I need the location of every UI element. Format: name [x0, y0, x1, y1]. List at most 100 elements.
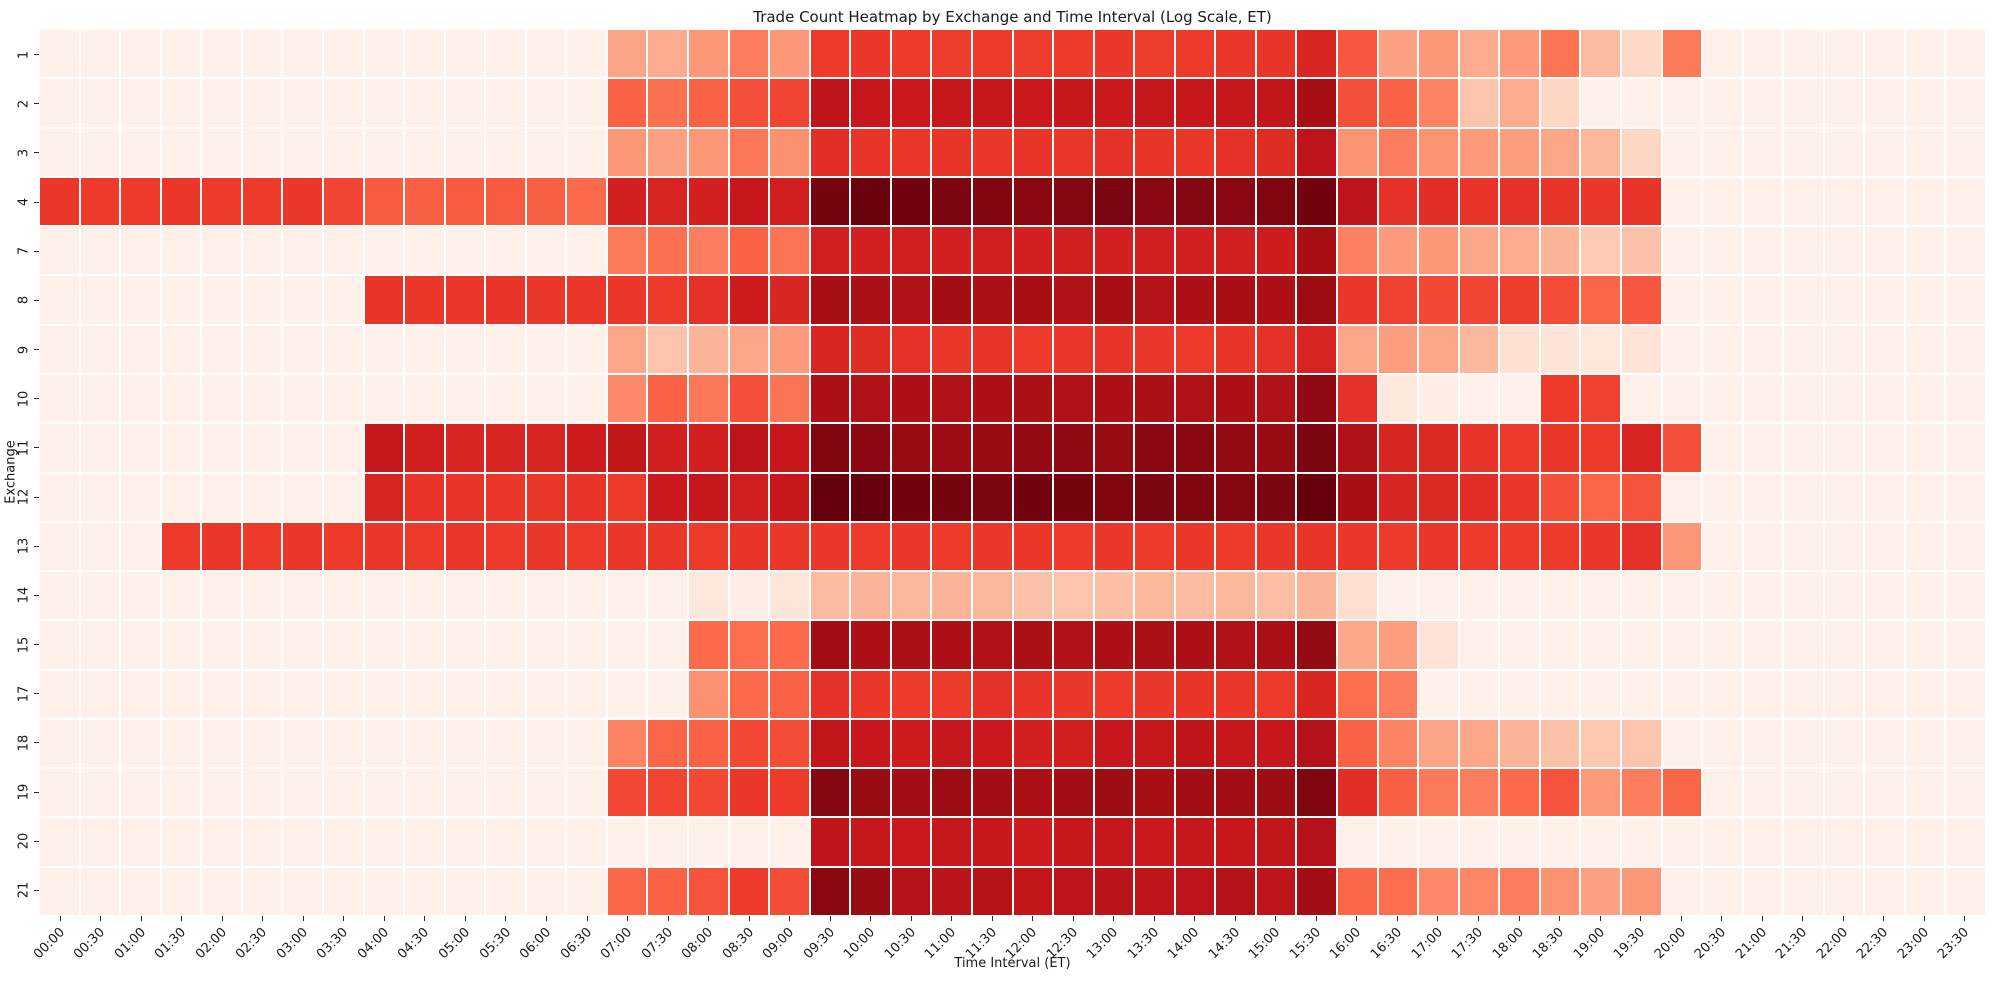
heatmap-cell — [1419, 473, 1458, 521]
heatmap-cell — [1175, 473, 1215, 521]
heatmap-cell — [40, 227, 79, 275]
heatmap-cell — [40, 818, 79, 866]
heatmap-cell — [40, 276, 79, 324]
heatmap-cell — [810, 79, 850, 127]
heatmap-cell — [1175, 572, 1215, 620]
heatmap-cell — [891, 227, 931, 275]
heatmap-cell — [1784, 177, 1823, 226]
heatmap-cell — [932, 572, 971, 620]
heatmap-cell — [1135, 522, 1174, 571]
y-tick-label: 1 — [16, 50, 32, 59]
heatmap-cell — [445, 374, 485, 423]
heatmap-cell — [1824, 325, 1864, 373]
heatmap-cell — [1378, 522, 1418, 571]
heatmap-cell — [770, 769, 809, 817]
heatmap-cell — [932, 325, 971, 373]
heatmap-cell — [323, 30, 363, 78]
heatmap-cell — [770, 177, 809, 226]
heatmap-cell — [1784, 325, 1823, 373]
heatmap-cell — [283, 79, 322, 127]
heatmap-cell — [1256, 128, 1296, 176]
heatmap-cell — [445, 572, 485, 620]
chart-title: Trade Count Heatmap by Exchange and Time… — [753, 8, 1272, 26]
heatmap-cell — [1703, 177, 1742, 226]
heatmap-cell — [283, 227, 322, 275]
heatmap-cell — [1094, 374, 1134, 423]
heatmap-cell — [202, 769, 241, 817]
heatmap-cell — [242, 867, 282, 915]
heatmap-cell — [1743, 30, 1783, 78]
heatmap-cell — [364, 572, 404, 620]
x-tick-mark — [789, 916, 791, 921]
heatmap-cell — [1054, 276, 1093, 324]
heatmap-cell — [1784, 621, 1823, 669]
x-tick-mark — [1802, 916, 1804, 921]
heatmap-cell — [1094, 670, 1134, 718]
heatmap-cell — [364, 719, 404, 768]
heatmap-cell — [1824, 867, 1864, 915]
heatmap-cell — [891, 572, 931, 620]
heatmap-cell — [1297, 818, 1336, 866]
heatmap-cell — [689, 818, 728, 866]
heatmap-cell — [364, 424, 404, 472]
heatmap-cell — [1378, 719, 1418, 768]
heatmap-cell — [1297, 769, 1336, 817]
heatmap-cell — [810, 522, 850, 571]
heatmap-cell — [323, 522, 363, 571]
heatmap-cell — [1662, 572, 1702, 620]
heatmap-cell — [1094, 867, 1134, 915]
heatmap-cell — [80, 424, 120, 472]
heatmap-cell — [1013, 177, 1053, 226]
heatmap-cell — [526, 276, 566, 324]
heatmap-cell — [1216, 374, 1255, 423]
heatmap-cell — [1703, 424, 1742, 472]
heatmap-cell — [283, 719, 322, 768]
heatmap-cell — [40, 522, 79, 571]
heatmap-cell — [405, 128, 444, 176]
heatmap-cell — [40, 177, 79, 226]
heatmap-cell — [1621, 621, 1661, 669]
heatmap-cell — [1013, 325, 1053, 373]
heatmap-cell — [1662, 522, 1702, 571]
heatmap-cell — [1175, 769, 1215, 817]
heatmap-cell — [932, 670, 971, 718]
heatmap-cell — [729, 769, 769, 817]
heatmap-cell — [1135, 79, 1174, 127]
heatmap-cell — [1094, 128, 1134, 176]
heatmap-cell — [121, 79, 160, 127]
heatmap-cell — [770, 670, 809, 718]
x-tick-mark — [1680, 916, 1682, 921]
heatmap-cell — [1094, 473, 1134, 521]
heatmap-cell — [1946, 177, 1985, 226]
heatmap-cell — [932, 177, 971, 226]
heatmap-cell — [851, 473, 890, 521]
heatmap-cell — [567, 572, 606, 620]
heatmap-cell — [486, 325, 525, 373]
heatmap-cell — [486, 769, 525, 817]
heatmap-cell — [1135, 374, 1174, 423]
heatmap-cell — [1216, 572, 1255, 620]
heatmap-cell — [1459, 769, 1499, 817]
y-tick-label: 13 — [16, 537, 32, 555]
heatmap-cell — [445, 79, 485, 127]
heatmap-cell — [1621, 867, 1661, 915]
heatmap-cell — [689, 572, 728, 620]
heatmap-cell — [1500, 227, 1539, 275]
heatmap-cell — [445, 818, 485, 866]
heatmap-cell — [607, 424, 647, 472]
heatmap-cell — [689, 621, 728, 669]
heatmap-cell — [1256, 769, 1296, 817]
heatmap-cell — [770, 424, 809, 472]
heatmap-cell — [80, 325, 120, 373]
heatmap-cell — [607, 572, 647, 620]
heatmap-cell — [689, 670, 728, 718]
heatmap-cell — [526, 79, 566, 127]
heatmap-cell — [1581, 621, 1620, 669]
heatmap-cell — [1500, 670, 1539, 718]
x-tick-mark — [302, 916, 304, 921]
heatmap-cell — [689, 177, 728, 226]
heatmap-cell — [810, 473, 850, 521]
heatmap-cell — [1419, 670, 1458, 718]
heatmap-cell — [1175, 621, 1215, 669]
heatmap-cell — [1094, 227, 1134, 275]
